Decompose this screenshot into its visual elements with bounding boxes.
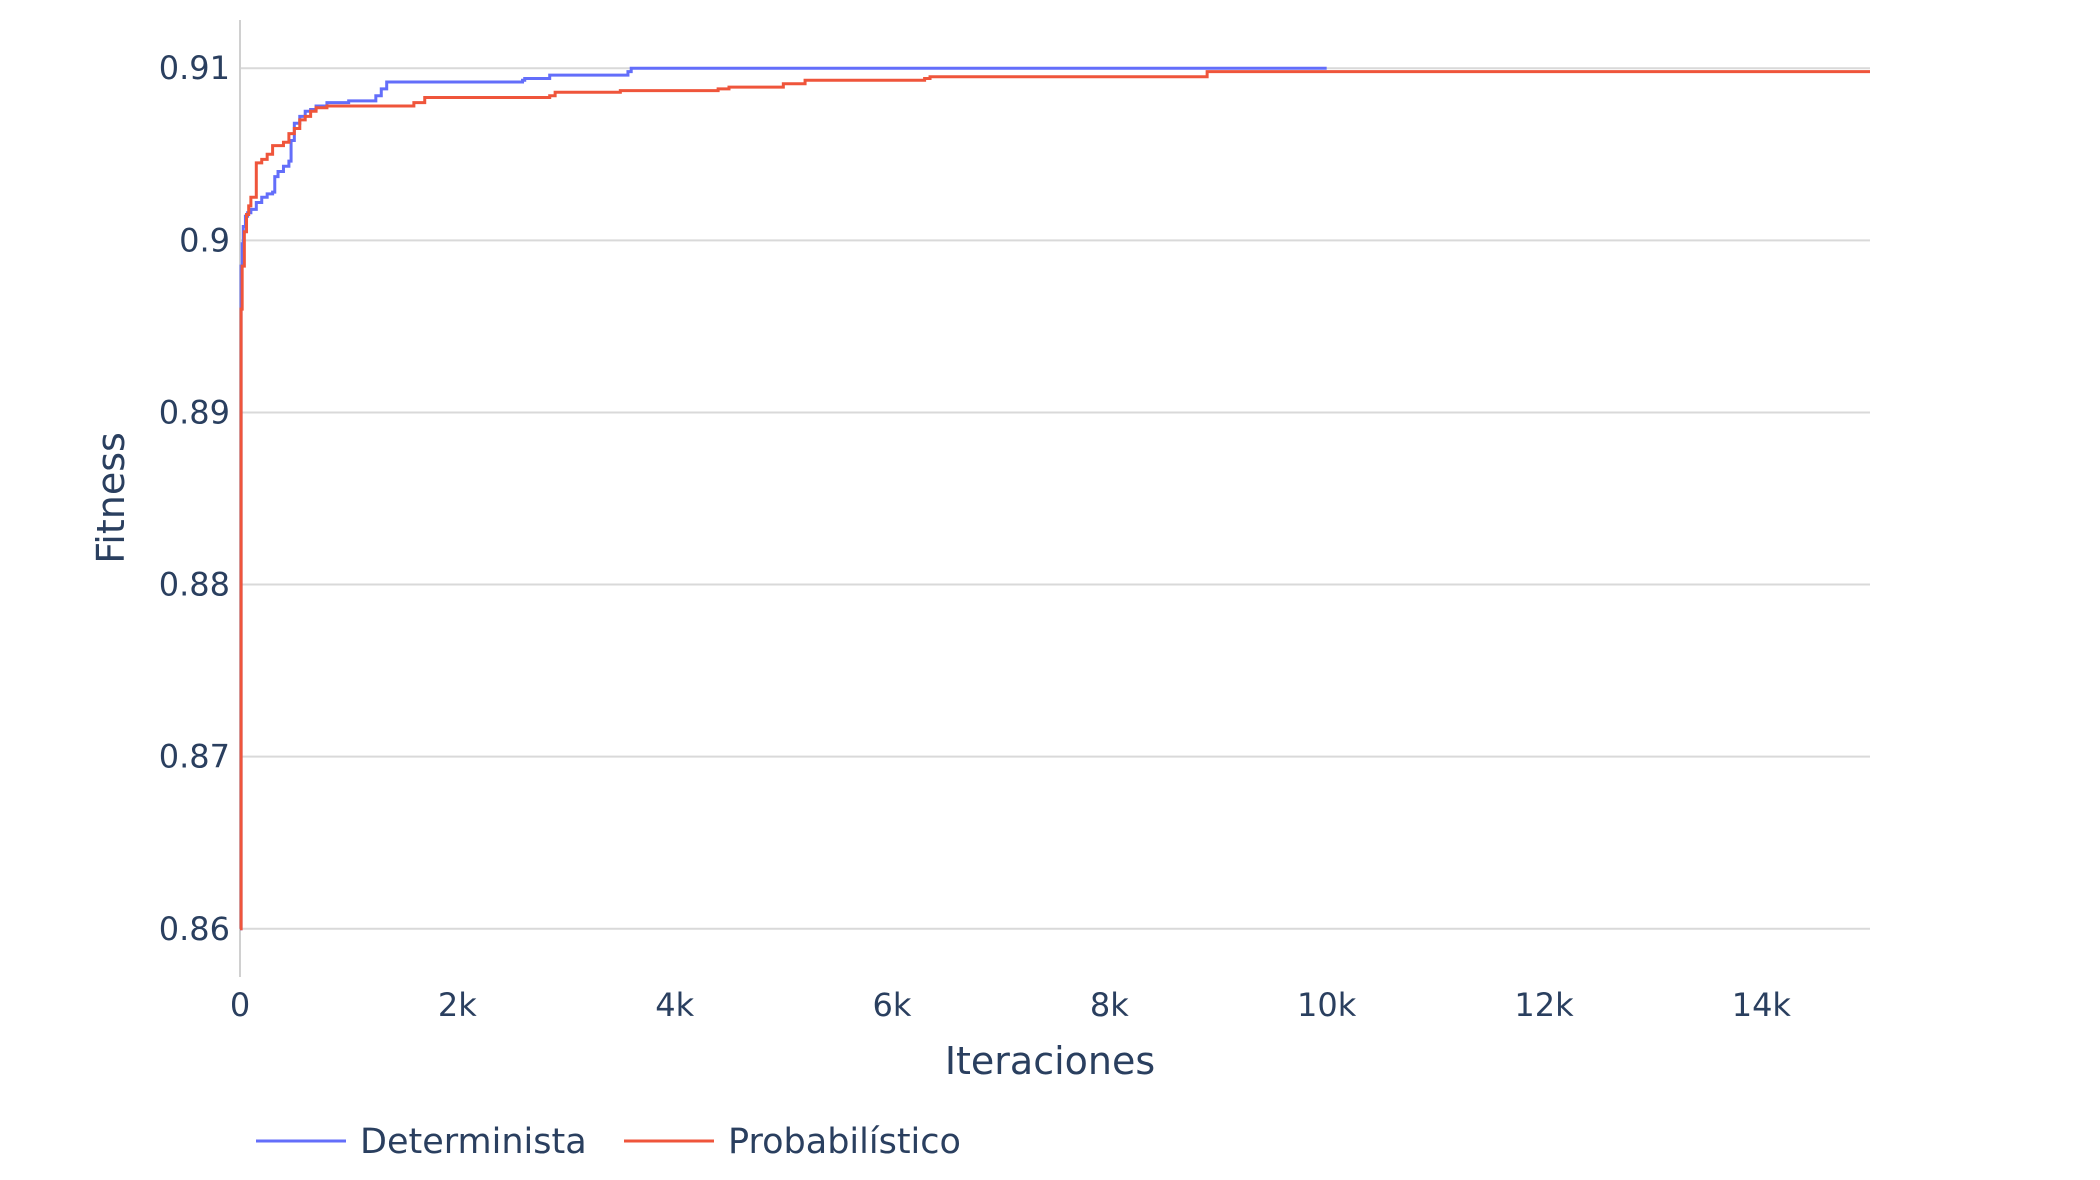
legend-item-determinista[interactable]: Determinista (256, 1122, 587, 1162)
y-tick-label: 0.91 (159, 49, 230, 87)
tick-labels: 0.86 0.87 0.88 0.89 0.9 0.91 0 2k 4k 6k 8k 10k 12k 14… (159, 49, 1792, 1024)
y-tick-label: 0.9 (179, 221, 230, 259)
x-tick-label: 4k (655, 986, 694, 1024)
legend-label-determinista: Determinista (360, 1122, 587, 1162)
x-tick-label: 2k (438, 986, 477, 1024)
series-line-determinista[interactable] (239, 66, 1327, 931)
x-tick-label: 8k (1090, 986, 1129, 1024)
x-tick-label: 0 (230, 986, 250, 1024)
y-tick-label: 0.87 (159, 738, 230, 776)
series-line-probabilistico[interactable] (239, 70, 1870, 931)
x-tick-label: 12k (1514, 986, 1574, 1024)
series-lines (239, 66, 1870, 931)
y-tick-label: 0.88 (159, 566, 230, 604)
y-tick-label: 0.86 (159, 910, 230, 948)
x-axis-title: Iteraciones (945, 1039, 1155, 1083)
y-tick-label: 0.89 (159, 393, 230, 431)
x-tick-label: 10k (1297, 986, 1357, 1024)
legend-item-probabilistico[interactable]: Probabilístico (624, 1122, 961, 1162)
gridlines (240, 67, 1870, 930)
legend: Determinista Probabilístico (256, 1122, 961, 1162)
x-tick-label: 14k (1732, 986, 1792, 1024)
x-tick-label: 6k (873, 986, 912, 1024)
y-axis-title: Fitness (89, 432, 133, 564)
legend-label-probabilistico: Probabilístico (728, 1122, 961, 1162)
